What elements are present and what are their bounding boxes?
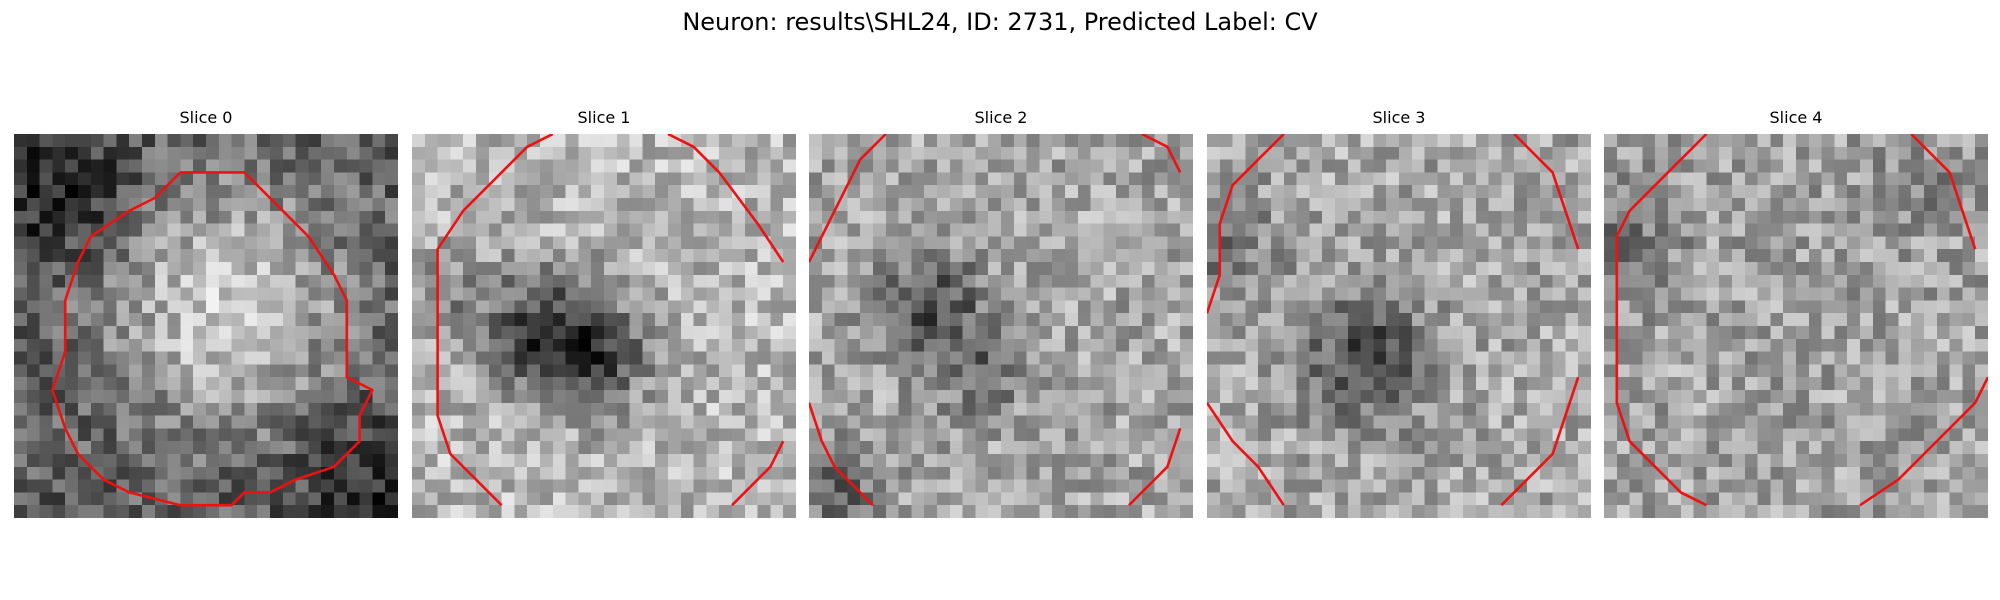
slice-pixels — [809, 134, 1193, 518]
slice-pixels — [412, 134, 796, 518]
contour-line — [1910, 134, 1977, 250]
slice-title: Slice 2 — [974, 108, 1028, 127]
slice-panel-4: Slice 4 — [1604, 108, 1988, 518]
contour-line — [1128, 427, 1182, 507]
slice-image — [412, 134, 796, 518]
slice-pixels — [14, 134, 398, 518]
contour-line — [436, 134, 554, 507]
contour-line — [1207, 402, 1285, 506]
contour-line — [731, 440, 785, 507]
slice-title: Slice 3 — [1372, 108, 1426, 127]
slice-image — [1604, 134, 1988, 518]
contour-line — [1513, 134, 1580, 250]
slice-image — [1207, 134, 1591, 518]
figure-title: Neuron: results\SHL24, ID: 2731, Predict… — [682, 8, 1318, 36]
slice-pixels — [1604, 134, 1988, 518]
contour-line — [809, 402, 874, 507]
slice-image — [14, 134, 398, 518]
slice-panel-0: Slice 0 — [14, 108, 398, 518]
contour-line — [809, 134, 887, 263]
slice-panel-2: Slice 2 — [809, 108, 1193, 518]
slice-image — [809, 134, 1193, 518]
slice-pixels — [1207, 134, 1591, 518]
slice-panel-3: Slice 3 — [1207, 108, 1591, 518]
contour-line — [1141, 134, 1182, 173]
contour-line — [51, 171, 374, 507]
slice-title: Slice 0 — [179, 108, 233, 127]
slice-title: Slice 1 — [577, 108, 631, 127]
contour-line — [1859, 376, 1988, 507]
contour-line — [1615, 134, 1708, 507]
slice-panel-1: Slice 1 — [412, 108, 796, 518]
contour-line — [667, 134, 785, 263]
contour-line — [1500, 376, 1580, 507]
slice-title: Slice 4 — [1769, 108, 1823, 127]
contour-line — [1207, 134, 1285, 314]
